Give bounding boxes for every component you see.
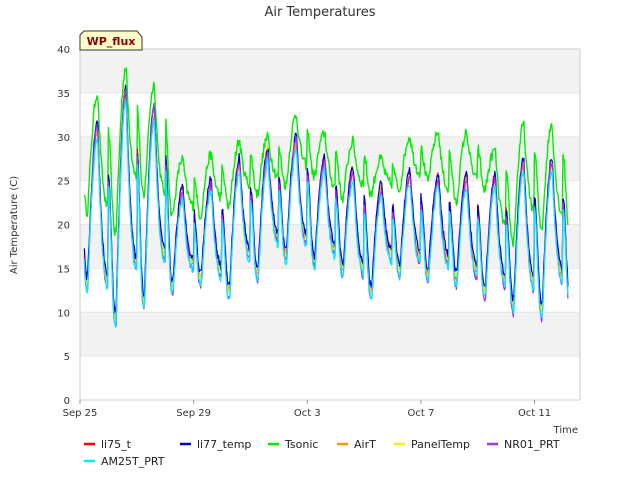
grid-band <box>80 92 580 137</box>
plot-frame <box>79 48 581 401</box>
y-tick-label: 15 <box>57 264 70 275</box>
grid-band <box>80 312 580 357</box>
y-tick-label: 5 <box>64 352 70 363</box>
legend-label: AirT <box>354 438 376 451</box>
legend-label: li77_temp <box>197 438 251 451</box>
y-tick-label: 25 <box>57 177 70 188</box>
grid-band <box>80 49 580 93</box>
legend-label: Tsonic <box>284 438 318 451</box>
x-tick-label: Oct 3 <box>294 408 321 419</box>
x-tick-label: Sep 29 <box>176 408 211 419</box>
y-tick-label: 30 <box>57 133 70 144</box>
legend-label: NR01_PRT <box>504 438 560 451</box>
x-axis-title: Time <box>553 425 578 436</box>
y-tick-label: 35 <box>57 89 70 100</box>
x-axis-ticks: Sep 25 Sep 29 Oct 3 Oct 7 Oct 11 <box>63 400 551 419</box>
y-tick-label: 10 <box>57 308 70 319</box>
chart-title: Air Temperatures <box>264 5 375 20</box>
x-tick-label: Sep 25 <box>63 408 98 419</box>
y-tick-label: 0 <box>64 396 70 407</box>
site-badge-box <box>79 30 143 51</box>
legend-label: AM25T_PRT <box>101 455 165 468</box>
y-axis-ticks: 0 5 10 15 20 25 30 35 40 <box>57 45 70 407</box>
series-line-am25t_prt <box>83 99 569 328</box>
legend: li75_t li77_temp Tsonic AirT PanelTemp NR01_P… <box>84 438 560 468</box>
y-tick-label: 40 <box>57 45 70 56</box>
data-series <box>83 67 569 328</box>
legend-label: PanelTemp <box>411 438 470 451</box>
site-badge-label: WP_flux <box>87 35 136 48</box>
y-tick-label: 20 <box>57 221 70 232</box>
grid-band <box>80 356 580 400</box>
series-line-tsonic <box>83 67 569 248</box>
legend-label: li75_t <box>101 438 132 451</box>
site-badge: WP_flux <box>79 30 143 51</box>
grid-band <box>80 268 580 313</box>
x-tick-label: Oct 11 <box>518 408 551 419</box>
x-tick-label: Oct 7 <box>407 408 434 419</box>
y-axis-title: Air Temperature (C) <box>9 176 20 274</box>
